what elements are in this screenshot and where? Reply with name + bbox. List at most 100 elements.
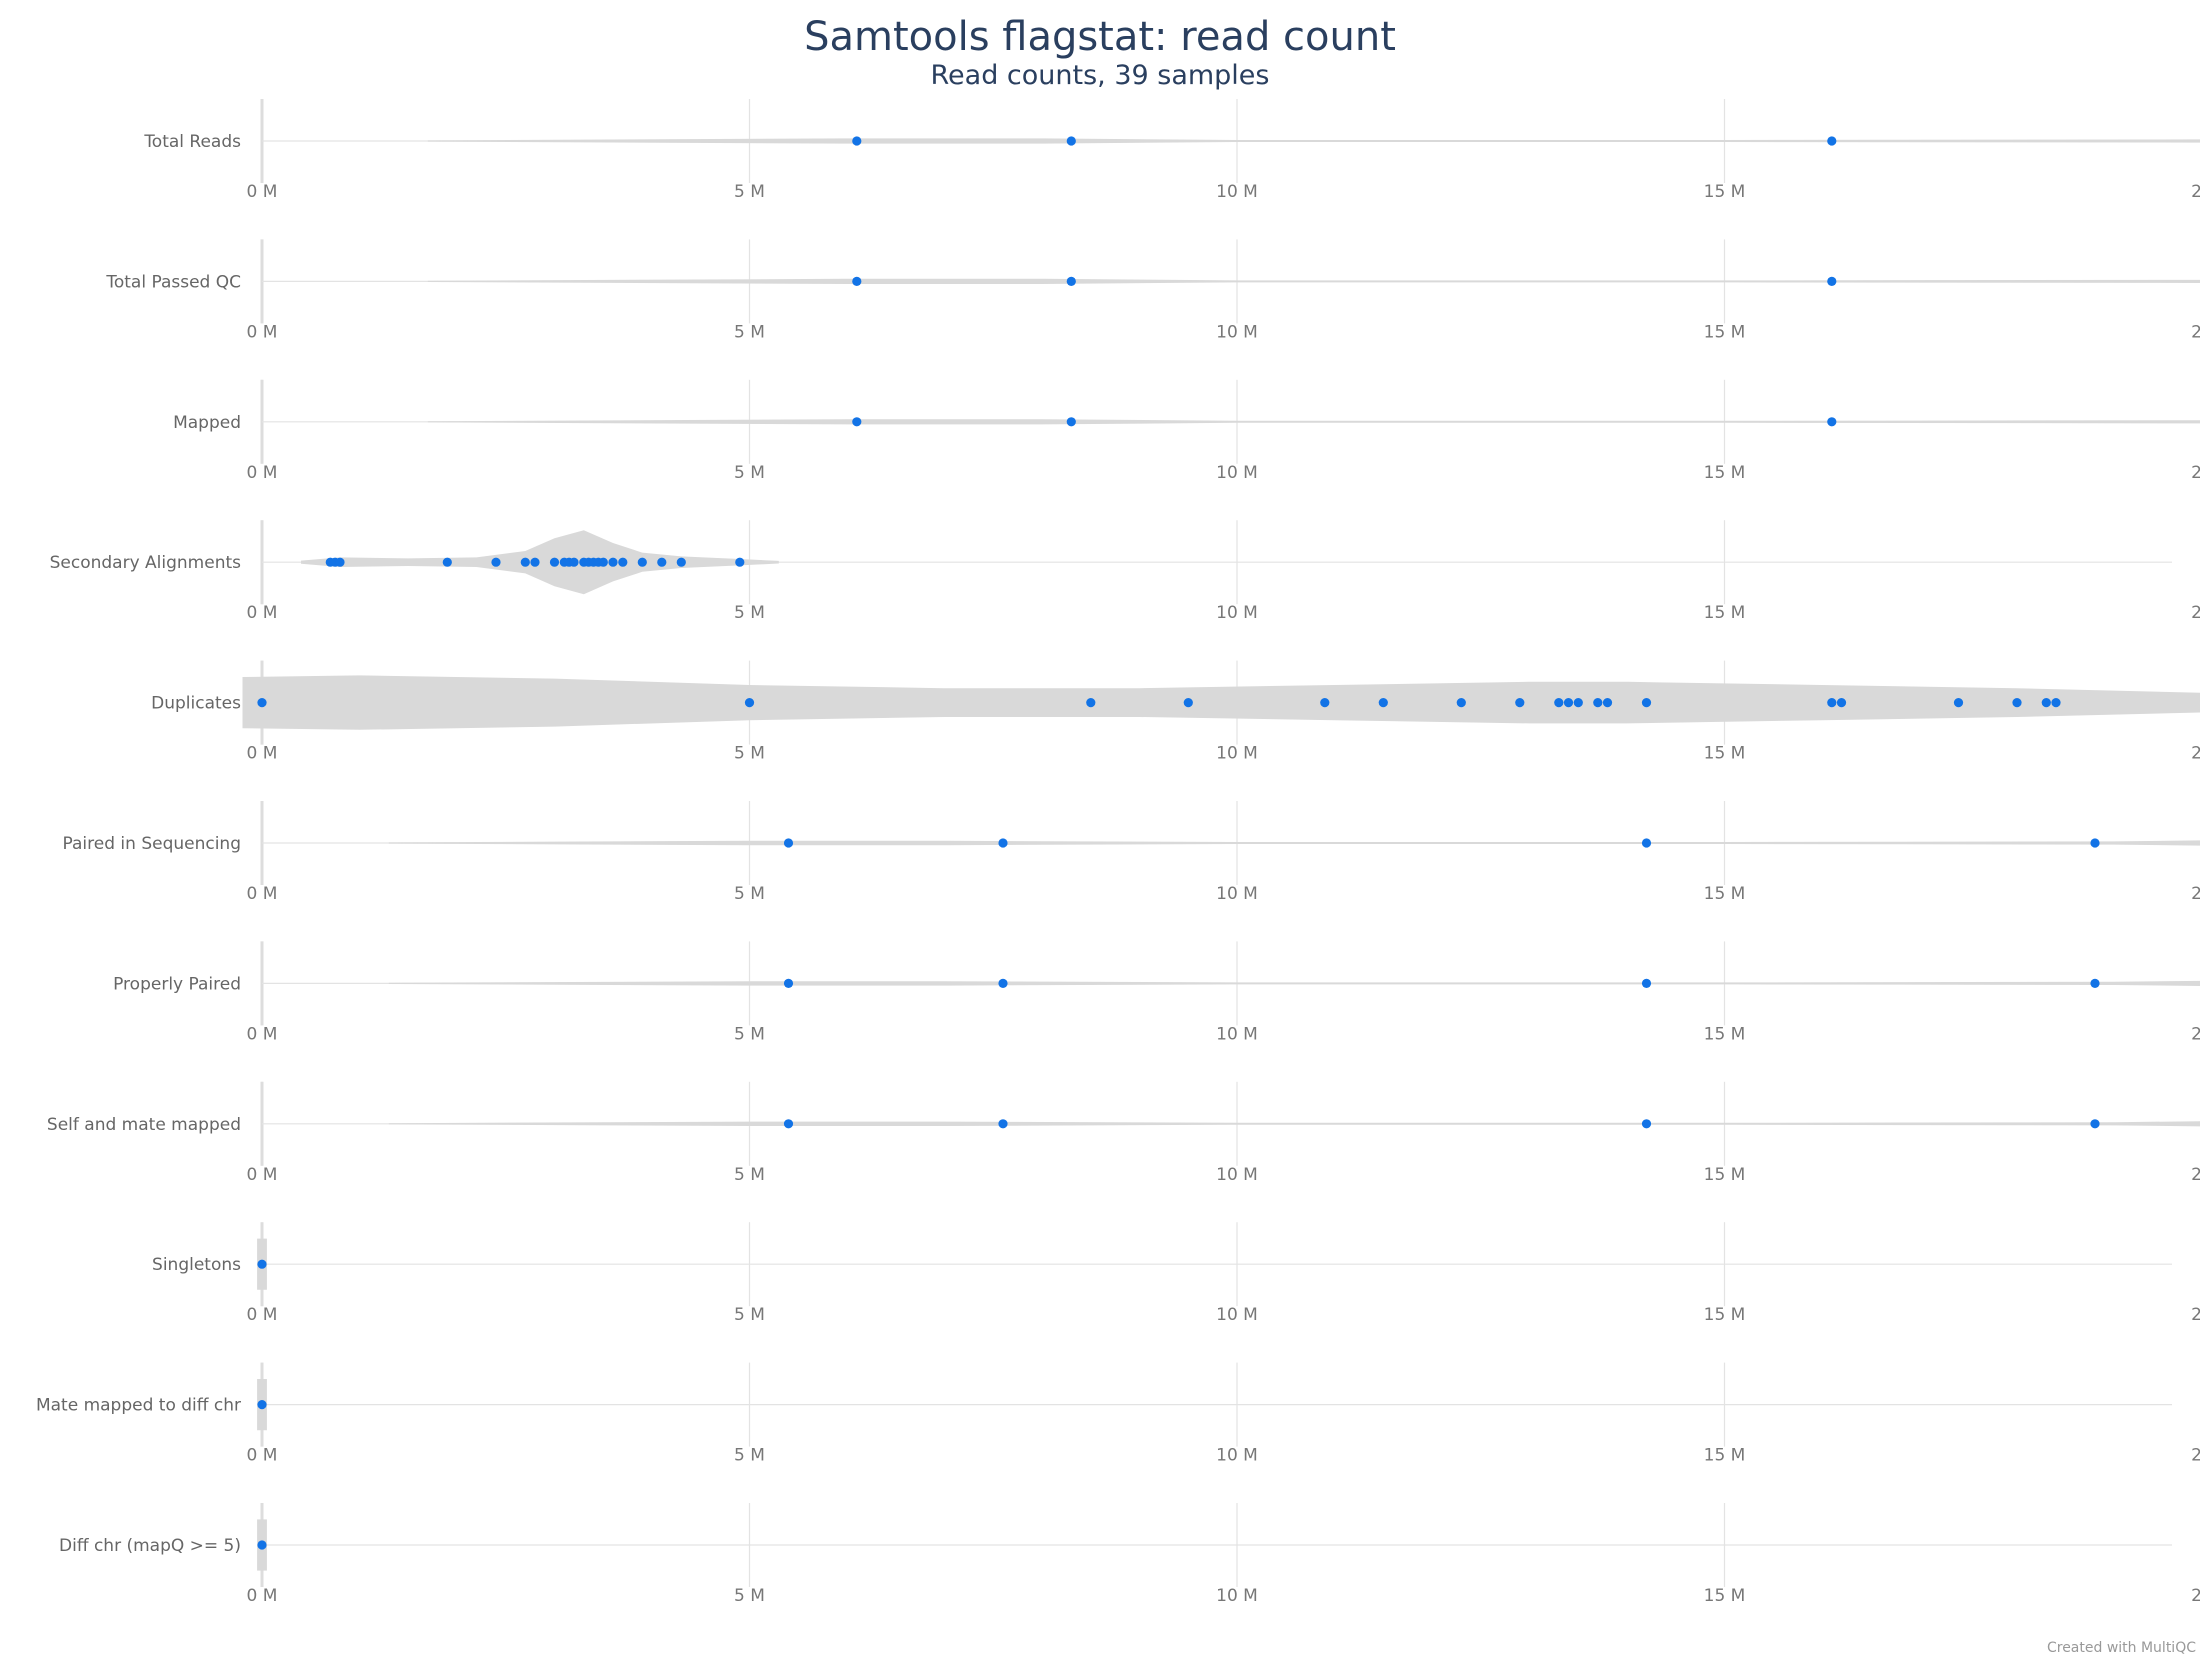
x-tick-label: 20 M [2191,1165,2200,1185]
chart-subtitle: Read counts, 39 samples [930,60,1269,91]
sample-point [852,136,862,146]
sample-point [520,557,530,567]
x-tick-label: 0 M [247,1586,278,1606]
x-tick-label: 5 M [734,744,765,764]
sample-point [1563,698,1574,708]
violin-row: Mate mapped to diff chr 0 M 5 M 10 M 15 M 20 … [36,1362,2200,1466]
sample-point [530,557,540,567]
violin-shape [388,1121,2200,1127]
x-tick-label: 20 M [2191,1446,2200,1466]
violin-shape [427,138,2200,144]
sample-point [1066,417,1076,427]
sample-point [1641,698,1652,708]
sample-point [1827,417,1837,427]
x-tick-label: 5 M [734,1024,765,1044]
x-tick-label: 5 M [734,884,765,904]
violin-shape [427,419,2200,425]
x-tick-label: 5 M [734,322,765,342]
chart-title: Samtools flagstat: read count [804,14,1396,60]
x-tick-label: 10 M [1216,322,1258,342]
sample-point [569,557,579,567]
sample-point [998,1119,1008,1129]
sample-point [1554,698,1564,708]
x-tick-label: 20 M [2191,1024,2200,1044]
x-tick-label: 10 M [1216,1165,1258,1185]
sample-point [1827,276,1837,286]
violin-shape [301,530,779,595]
sample-point [598,557,608,567]
sample-point [2090,838,2100,848]
row-label: Diff chr (mapQ >= 5) [59,1536,241,1556]
x-tick-label: 15 M [1704,1165,1746,1185]
row-label: Paired in Sequencing [63,834,241,854]
sample-point [783,978,794,989]
sample-point [1066,276,1076,286]
x-tick-label: 10 M [1216,1305,1258,1325]
x-tick-label: 15 M [1704,182,1746,202]
sample-point [335,557,345,567]
x-tick-label: 0 M [247,463,278,483]
x-tick-label: 5 M [734,1446,765,1466]
row-label: Total Reads [143,132,241,152]
sample-point [2090,1119,2100,1129]
x-tick-label: 5 M [734,1165,765,1185]
sample-point [998,978,1008,989]
violin-shape [242,675,2200,730]
sample-point [783,1119,794,1129]
sample-point [257,1400,267,1410]
x-tick-label: 15 M [1704,1586,1746,1606]
row-label: Duplicates [151,694,241,714]
sample-point [618,557,628,567]
sample-point [998,838,1008,848]
x-tick-label: 15 M [1704,884,1746,904]
x-tick-label: 15 M [1704,1305,1746,1325]
sample-point [1320,698,1330,708]
sample-point [257,1259,267,1269]
sample-point [2051,698,2061,708]
sample-point [2012,698,2022,708]
sample-point [735,557,745,567]
sample-point [608,557,618,567]
sample-point [257,1540,267,1550]
x-tick-label: 5 M [734,603,765,623]
row-label: Self and mate mapped [47,1115,241,1135]
x-tick-label: 0 M [247,1165,278,1185]
x-tick-label: 0 M [247,1446,278,1466]
sample-point [1641,1119,1652,1129]
x-tick-label: 15 M [1704,603,1746,623]
sample-point [1086,698,1096,708]
x-tick-label: 15 M [1704,744,1746,764]
sample-point [1827,698,1837,708]
x-tick-label: 5 M [734,1305,765,1325]
x-tick-label: 20 M [2191,1586,2200,1606]
x-tick-label: 15 M [1704,322,1746,342]
sample-point [491,557,501,567]
sample-point [783,838,794,848]
x-tick-label: 0 M [247,603,278,623]
violin-row: Total Passed QC0 M5 M10 M15 M20 M25 M30 … [105,239,2200,342]
x-tick-label: 10 M [1216,1446,1258,1466]
sample-point [1378,698,1388,708]
sample-point [1641,978,1652,989]
sample-point [1602,698,1613,708]
sample-point [1183,698,1193,708]
sample-point [257,698,267,708]
violin-shape [427,278,2200,284]
x-tick-label: 20 M [2191,744,2200,764]
x-tick-label: 15 M [1704,1024,1746,1044]
sample-point [442,557,452,567]
sample-point [2090,978,2100,989]
chart-credit: Created with MultiQC [2047,1640,2196,1656]
x-tick-label: 0 M [247,182,278,202]
row-label: Secondary Alignments [50,553,242,573]
sample-point [1593,698,1603,708]
